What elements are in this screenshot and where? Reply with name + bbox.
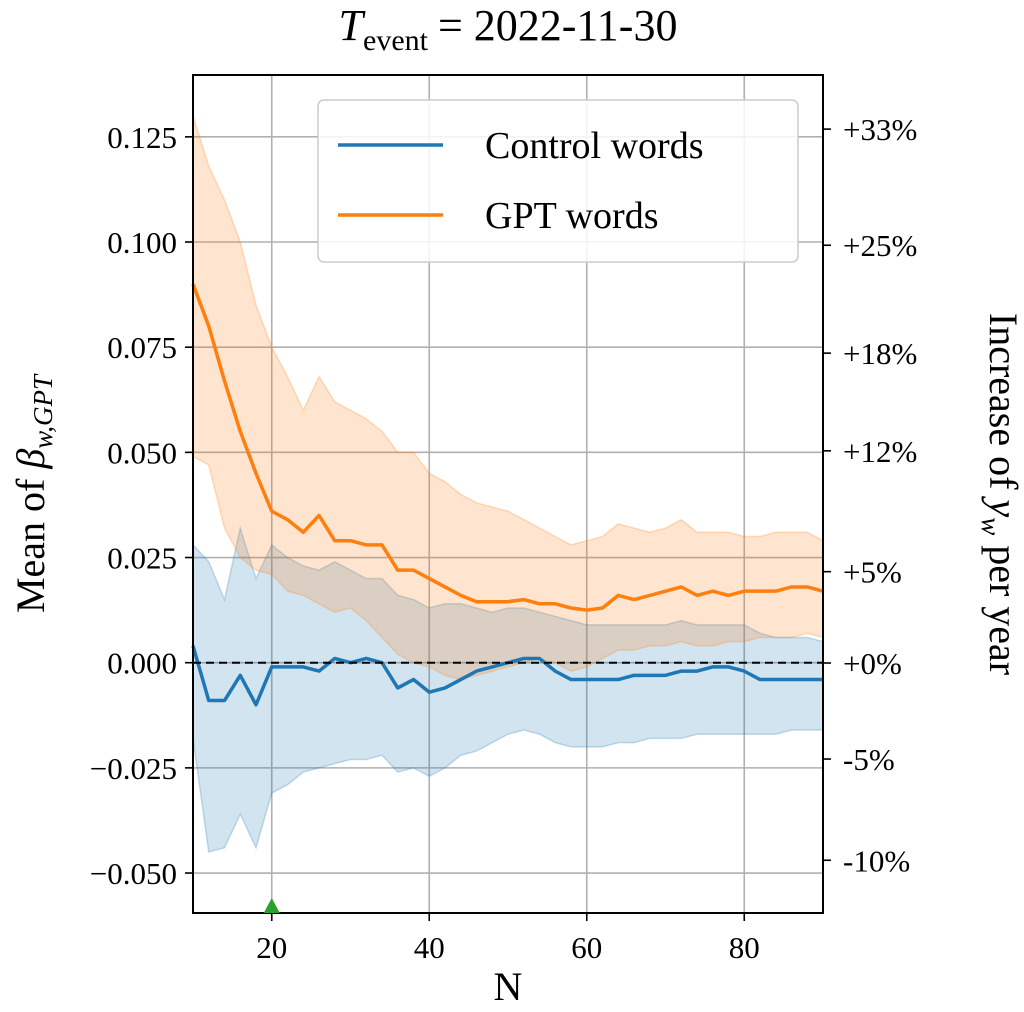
y2-tick-label: -5% <box>843 742 895 777</box>
y-tick-label: −0.025 <box>90 751 177 786</box>
y2label-text-after: per year <box>981 545 1024 675</box>
x-tick-label: 20 <box>256 930 287 965</box>
legend-box <box>317 99 799 263</box>
plot-frame <box>192 74 824 914</box>
y2-axis-label: Increase of yw per year <box>976 313 1024 675</box>
x-tick-label: 80 <box>729 930 760 965</box>
y2-tick-label: -10% <box>843 843 910 878</box>
y2-tick-label: +18% <box>843 336 917 371</box>
x-axis-label: N <box>494 964 523 1007</box>
ylabel-symbol: β <box>8 449 53 470</box>
x-tick-label: 60 <box>571 930 602 965</box>
y-tick-label: −0.050 <box>90 856 177 891</box>
y2-tick-label: +5% <box>843 555 902 590</box>
title-text: = 2022-11-30 <box>438 1 678 50</box>
title-subscript: event <box>363 24 429 57</box>
y2label-subscript: w <box>976 517 1006 535</box>
y-tick-label: 0.100 <box>107 225 177 260</box>
y2label-text-before: Increase of <box>981 313 1024 490</box>
y-tick-label: 0.050 <box>107 435 177 470</box>
y2-tick-label: +25% <box>843 228 917 263</box>
y2-tick-label: +0% <box>843 646 902 681</box>
y-tick-label: 0.125 <box>107 120 177 155</box>
y-tick-label: 0.025 <box>107 541 177 576</box>
y2-tick-label: +33% <box>843 112 917 147</box>
chart-title: Tevent = 2022-11-30 <box>339 1 678 57</box>
ylabel-subscript: w,GPT <box>28 373 58 449</box>
legend-label: Control words <box>485 125 704 167</box>
ylabel-text: Mean of <box>8 478 53 613</box>
series-line <box>191 283 824 612</box>
event-marker <box>263 898 280 913</box>
x-tick-label: 40 <box>414 930 445 965</box>
y2-tick-label: +12% <box>843 434 917 469</box>
legend-label: GPT words <box>485 195 659 237</box>
title-symbol: T <box>339 1 367 50</box>
y-axis-label: Mean of βw,GPT <box>8 373 58 613</box>
y-tick-label: 0.000 <box>107 646 177 681</box>
y-tick-label: 0.075 <box>107 330 177 365</box>
y2label-symbol: y <box>981 495 1024 517</box>
